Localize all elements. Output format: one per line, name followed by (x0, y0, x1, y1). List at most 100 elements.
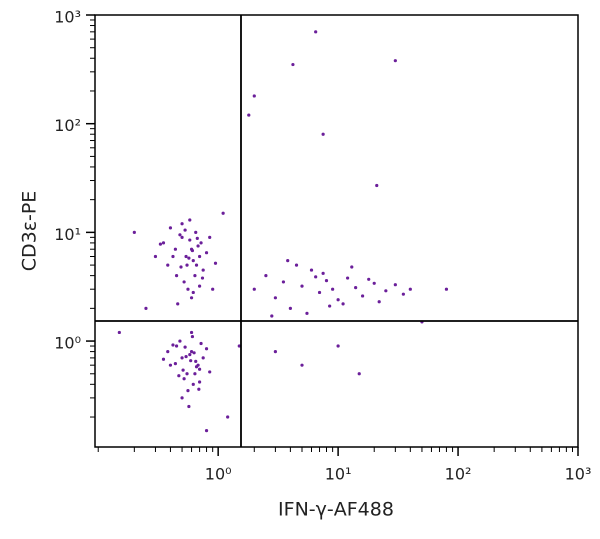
event-dot (360, 294, 365, 298)
event-dot (186, 287, 190, 291)
event-dot (158, 242, 163, 246)
event-dot (117, 330, 121, 335)
event-dot (331, 287, 335, 291)
y-tick-label: 10⁰ (54, 334, 81, 353)
event-dot (201, 356, 205, 360)
event-dot (300, 284, 304, 288)
event-dot (187, 404, 191, 409)
event-dot (190, 248, 195, 253)
event-dot (288, 306, 292, 310)
event-dot (187, 256, 191, 260)
event-dot (201, 268, 205, 272)
event-dot (189, 296, 194, 300)
event-dot (180, 396, 184, 400)
event-dot (314, 30, 318, 34)
event-dot (184, 254, 188, 259)
y-axis-label: CD3ε-PE (19, 191, 41, 272)
event-dot (247, 113, 251, 117)
event-dot (161, 241, 166, 245)
event-dot (226, 415, 230, 419)
event-dot (197, 254, 202, 259)
event-dot (180, 222, 184, 226)
event-dot (324, 278, 329, 283)
x-tick-label: 10¹ (325, 465, 352, 484)
event-dot (350, 265, 354, 269)
event-dot (444, 287, 449, 291)
event-dot (200, 276, 205, 280)
event-dot (252, 287, 256, 291)
event-dot (221, 211, 225, 215)
x-tick-label: 10⁰ (205, 465, 232, 484)
event-dot (273, 349, 277, 354)
event-dot (173, 362, 178, 366)
event-dot (208, 235, 212, 239)
event-dot (341, 302, 345, 306)
event-dot (186, 389, 190, 393)
event-dot (237, 344, 241, 348)
event-dot (401, 292, 405, 296)
event-dot (188, 238, 192, 242)
event-dot (182, 280, 186, 284)
event-dot (286, 258, 290, 263)
x-tick-label: 10² (445, 465, 472, 484)
event-dot (188, 218, 192, 222)
event-dot (144, 306, 148, 310)
event-dot (174, 344, 179, 348)
event-dot (177, 374, 181, 378)
event-dot (199, 241, 203, 245)
event-dot (197, 380, 202, 384)
event-dot (182, 377, 186, 381)
event-dot (314, 275, 318, 279)
event-dot (168, 226, 173, 230)
event-dot (132, 230, 136, 234)
event-dot (194, 230, 198, 234)
event-dot (191, 290, 195, 295)
event-dot (377, 300, 381, 304)
event-dot (346, 276, 350, 280)
event-dot (294, 263, 299, 267)
event-dot (211, 287, 215, 291)
event-dot (252, 94, 256, 98)
event-dot (281, 280, 286, 284)
event-dot (357, 372, 361, 376)
event-dot (309, 268, 314, 272)
y-tick-label: 10¹ (54, 225, 81, 244)
event-dot (305, 311, 309, 315)
event-dot (193, 274, 197, 278)
event-dot (180, 356, 184, 360)
event-dot (336, 298, 340, 302)
event-dot (354, 286, 358, 290)
event-dot (166, 349, 170, 354)
event-dot (321, 132, 325, 136)
event-dot (321, 271, 325, 275)
event-dot (194, 263, 199, 267)
event-dot (208, 370, 212, 374)
event-dot (375, 183, 379, 188)
event-dot (191, 258, 195, 263)
event-dot (194, 365, 199, 369)
event-dot (300, 363, 304, 367)
event-dot (204, 429, 209, 433)
event-dot (171, 254, 175, 259)
event-dot (192, 351, 196, 355)
plot-frame (94, 14, 579, 448)
event-dot (264, 274, 268, 278)
event-dot (194, 359, 198, 363)
event-dot (393, 283, 397, 287)
event-dot (179, 265, 183, 269)
event-dot (189, 349, 194, 354)
event-dot (189, 359, 193, 363)
event-dot (178, 233, 182, 237)
event-dot (393, 59, 397, 63)
event-dot (191, 382, 195, 386)
event-dot (197, 387, 201, 391)
event-dot (317, 290, 322, 295)
event-dot (270, 314, 274, 318)
event-dot (213, 261, 218, 265)
event-dot (204, 347, 209, 351)
event-dot (190, 334, 195, 339)
event-dot (181, 368, 185, 372)
event-dot (178, 339, 182, 343)
event-dot (168, 363, 173, 367)
